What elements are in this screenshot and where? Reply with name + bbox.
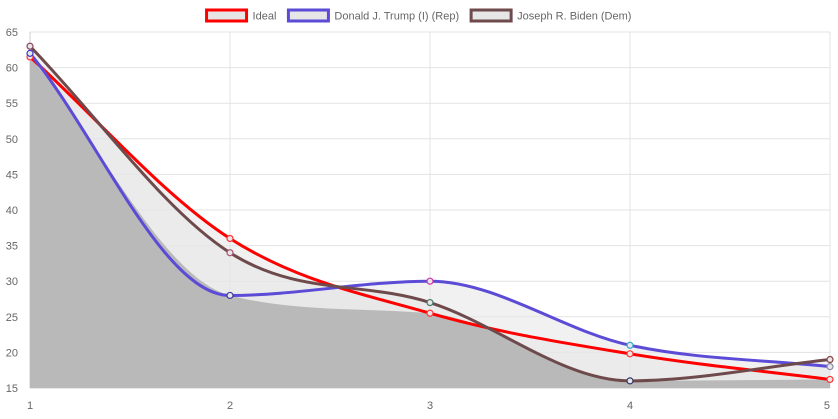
data-point: [626, 350, 634, 358]
y-tick-label: 65: [6, 27, 18, 39]
data-point: [426, 298, 434, 307]
data-point: [26, 49, 34, 57]
data-point: [226, 234, 234, 243]
y-tick-label: 45: [6, 169, 18, 181]
data-point: [226, 291, 234, 300]
legend-label: Donald J. Trump (I) (Rep): [334, 11, 459, 23]
legend: Ideal Donald J. Trump (I) (Rep) Joseph R. …: [205, 8, 631, 23]
legend-item: Joseph R. Biden (Dem): [469, 8, 631, 23]
legend-item: Ideal: [205, 8, 277, 23]
data-point: [426, 277, 434, 285]
y-tick-label: 30: [6, 276, 18, 288]
data-point: [626, 377, 634, 385]
y-tick-label: 60: [6, 63, 18, 75]
data-point: [826, 363, 834, 371]
series-line: [28, 52, 831, 369]
data-point: [626, 341, 634, 349]
area-fill: [30, 46, 830, 389]
y-tick-label: 50: [6, 134, 18, 146]
data-point: [26, 42, 34, 50]
y-tick-label: 25: [6, 312, 18, 324]
data-point: [826, 355, 834, 364]
lower-area: [30, 56, 830, 389]
x-tick-label: 4: [627, 400, 633, 412]
data-point: [826, 375, 834, 384]
legend-swatch: [469, 8, 513, 23]
data-point: [226, 249, 234, 257]
y-axis-ticks: 15 20 25 30 35 40 45 50 55 60 65: [6, 27, 18, 395]
legend-label: Joseph R. Biden (Dem): [517, 11, 631, 23]
y-tick-label: 15: [6, 383, 18, 395]
legend-swatch: [205, 8, 249, 23]
x-tick-label: 2: [227, 400, 233, 412]
y-tick-label: 20: [6, 347, 18, 359]
y-tick-label: 55: [6, 98, 18, 110]
x-tick-label: 1: [27, 400, 33, 412]
series-points: [26, 42, 834, 385]
y-tick-label: 35: [6, 241, 18, 253]
legend-item: Donald J. Trump (I) (Rep): [286, 8, 459, 23]
x-axis-ticks: 1 2 3 4 5: [27, 400, 830, 412]
data-point: [426, 309, 434, 317]
series-line: [28, 45, 831, 383]
legend-label: Ideal: [253, 11, 277, 23]
x-tick-label: 5: [824, 400, 830, 412]
x-tick-label: 3: [427, 400, 433, 412]
legend-swatch: [286, 8, 330, 23]
y-tick-label: 40: [6, 205, 18, 217]
